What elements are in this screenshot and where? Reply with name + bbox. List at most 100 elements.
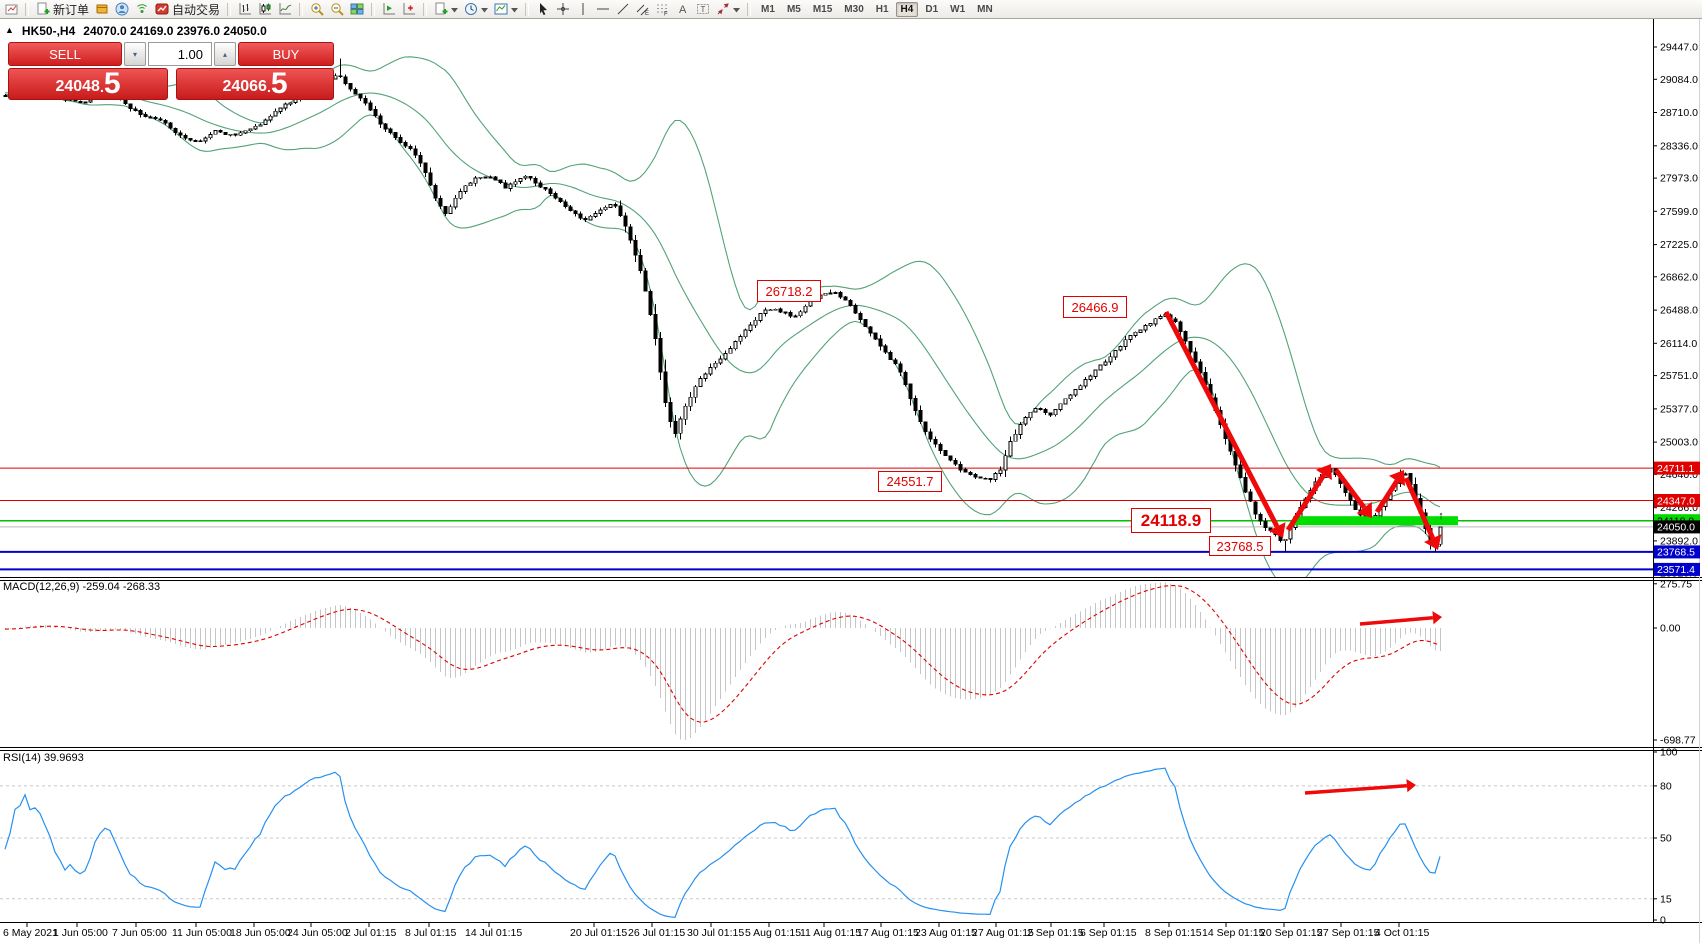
- buy-price-main: 24066: [222, 78, 267, 96]
- highlight-zone: [1293, 516, 1458, 526]
- auto-scroll-button[interactable]: [379, 1, 399, 18]
- time-tick-label: 26 Jul 01:15: [628, 927, 685, 939]
- toolbar-separator: [525, 2, 530, 16]
- sell-price-main: 24048: [55, 78, 100, 96]
- price-tick-label: 27225.0: [1660, 239, 1698, 251]
- volume-down-button[interactable]: ▾: [124, 42, 146, 66]
- tf-m5-button[interactable]: M5: [786, 3, 801, 15]
- tf-w1-button[interactable]: W1: [950, 3, 966, 15]
- line-view-button[interactable]: [275, 1, 295, 18]
- time-tick-label: 27 Aug 01:15: [972, 927, 1034, 939]
- volume-input[interactable]: [148, 42, 212, 66]
- time-tick-label: 8 Jul 01:15: [405, 927, 457, 939]
- candles-view-button[interactable]: [255, 1, 275, 18]
- price-label[interactable]: 26718.2: [757, 280, 821, 302]
- zoom-out-icon: [330, 2, 344, 16]
- toolbar-separator: [25, 2, 29, 16]
- crosshair-button[interactable]: [553, 1, 573, 18]
- bars-view-button[interactable]: [235, 1, 255, 18]
- rsi-tick-label: 0: [1660, 915, 1666, 927]
- community-button[interactable]: [112, 1, 132, 18]
- new-order-label: 新订单: [53, 2, 90, 17]
- text-label-button[interactable]: T: [693, 1, 713, 18]
- sell-button[interactable]: SELL: [8, 42, 122, 66]
- price-label[interactable]: 24551.7: [878, 471, 942, 492]
- history-center-button[interactable]: [92, 1, 112, 18]
- tile-windows-button[interactable]: [347, 1, 367, 18]
- time-tick-label: 8 Sep 01:15: [1145, 927, 1202, 939]
- time-tick-label: 2 Jul 01:15: [345, 927, 397, 939]
- tf-h1-button[interactable]: H1: [875, 3, 889, 15]
- auto-trading-button[interactable]: 自动交易: [152, 1, 223, 18]
- sell-price[interactable]: 24048. 5: [8, 68, 168, 100]
- price-tick-label: 29084.0: [1660, 74, 1698, 86]
- chart-shift-button[interactable]: [399, 1, 419, 18]
- svg-text:A: A: [679, 4, 687, 16]
- price-axis[interactable]: 29447.0 29084.0 28710.0 28336.0 27973.0 27599…: [1653, 42, 1700, 580]
- price-label[interactable]: 24118.9: [1131, 508, 1211, 533]
- volume-up-button[interactable]: ▴: [214, 42, 236, 66]
- time-tick-label: 1 Jun 05:00: [53, 927, 108, 939]
- book-icon: [95, 2, 109, 16]
- zoom-in-button[interactable]: [307, 1, 327, 18]
- time-tick-label: 14 Jul 01:15: [465, 927, 522, 939]
- auto-trading-label: 自动交易: [172, 2, 221, 17]
- time-tick-label: 6 May 2021: [3, 927, 58, 939]
- price-badge: 24050.0: [1657, 522, 1695, 534]
- tf-m15-button[interactable]: M15: [812, 3, 833, 15]
- time-tick-label: 18 Jun 05:00: [230, 927, 291, 939]
- price-label[interactable]: 26466.9: [1063, 296, 1127, 318]
- tf-mn-button[interactable]: MN: [977, 3, 993, 15]
- buy-price[interactable]: 24066. 5: [176, 68, 334, 100]
- price-tick-label: 26862.0: [1660, 271, 1698, 283]
- cursor-button[interactable]: [533, 1, 553, 18]
- candles-icon: [258, 2, 272, 16]
- macd-tick-label: -698.77: [1660, 735, 1696, 747]
- macd-label: MACD(12,26,9) -259.04 -268.33: [3, 581, 161, 593]
- fibonacci-button[interactable]: F: [653, 1, 673, 18]
- tf-h4-button[interactable]: H4: [895, 1, 919, 17]
- up-arrow-marker: ↑: [1438, 510, 1444, 522]
- tf-m1-button[interactable]: M1: [761, 3, 775, 15]
- charts-list-button[interactable]: [2, 1, 21, 18]
- doc-plus-icon: [36, 2, 50, 16]
- time-tick-label: 24 Jun 05:00: [287, 927, 348, 939]
- chevron-down-icon: [451, 0, 459, 18]
- time-tick-label: 7 Jun 05:00: [112, 927, 167, 939]
- equidistant-channel-button[interactable]: E: [633, 1, 653, 18]
- cursor-icon: [536, 2, 550, 16]
- panel-frame: [0, 19, 1702, 943]
- time-tick-label: 11 Jun 05:00: [172, 927, 232, 939]
- price-tick-label: 26488.0: [1660, 305, 1698, 317]
- templates-button[interactable]: [491, 1, 521, 18]
- collapse-icon[interactable]: ▲: [5, 25, 14, 35]
- time-tick-label: 23 Aug 01:15: [915, 927, 977, 939]
- buy-button[interactable]: BUY: [238, 42, 334, 66]
- tf-m30-button[interactable]: M30: [844, 3, 864, 15]
- tiles-icon: [350, 2, 364, 16]
- chart-header: ▲ HK50-,H4 24070.0 24169.0 23976.0 24050…: [5, 24, 267, 38]
- new-order-button[interactable]: 新订单: [33, 1, 92, 18]
- periods-button[interactable]: [461, 1, 491, 18]
- time-tick-label: 5 Aug 01:15: [745, 927, 801, 939]
- rsi-tick-label: 80: [1660, 780, 1672, 792]
- text-button[interactable]: A: [673, 1, 693, 18]
- price-badge: 24711.1: [1657, 463, 1694, 475]
- symbol-period-label: HK50-,H4: [21, 24, 76, 38]
- zoom-out-button[interactable]: [327, 1, 347, 18]
- price-tick-label: 25751.0: [1660, 370, 1698, 382]
- horizontal-line-button[interactable]: [593, 1, 613, 18]
- clock-icon: [464, 2, 478, 16]
- trend-line-button[interactable]: [613, 1, 633, 18]
- macd-axis: 275.75 0.00 -698.77: [1653, 578, 1696, 747]
- signals-button[interactable]: [132, 1, 152, 18]
- time-tick-label: 17 Aug 01:15: [857, 927, 919, 939]
- new-chart-button[interactable]: [431, 1, 461, 18]
- vertical-line-button[interactable]: [573, 1, 593, 18]
- svg-text:T: T: [701, 5, 706, 14]
- price-label[interactable]: 23768.5: [1209, 536, 1271, 556]
- tf-d1-button[interactable]: D1: [925, 3, 939, 15]
- arrows-button[interactable]: [713, 1, 743, 18]
